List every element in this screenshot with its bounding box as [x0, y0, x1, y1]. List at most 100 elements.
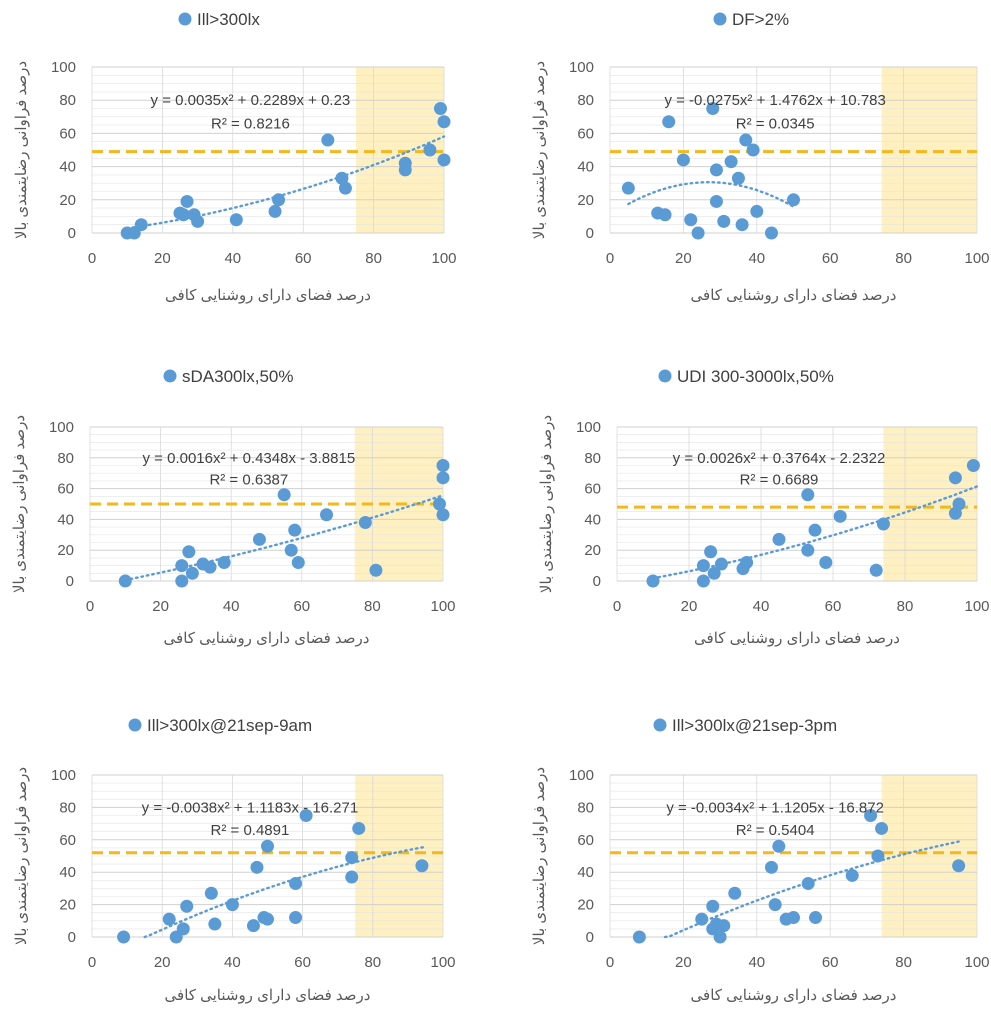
x-tick-label: 80	[365, 250, 382, 267]
x-tick-label: 60	[293, 598, 310, 615]
y-tick-label: 0	[586, 929, 594, 946]
data-point	[185, 566, 199, 580]
data-point	[225, 898, 239, 912]
data-point	[177, 208, 191, 222]
data-point	[284, 543, 298, 557]
data-point	[335, 171, 349, 185]
data-point	[134, 218, 148, 232]
data-point	[787, 193, 800, 207]
y-tick-label: 100	[51, 767, 76, 784]
legend-marker	[713, 12, 727, 26]
y-tick-label: 100	[569, 767, 594, 784]
trend-equation: y = 0.0035x² + 0.2289x + 0.23	[151, 92, 351, 109]
y-tick-label: 40	[59, 159, 76, 176]
y-tick-label: 60	[57, 481, 74, 498]
data-point	[731, 171, 745, 185]
data-point	[948, 471, 962, 485]
chart-panel-3: 0 20 40 60 80 100 0 20 40 60 80 100 y = 0.0016x² + 0…	[11, 367, 456, 647]
trend-equation: y = -0.0275x² + 1.4762x + 10.783	[664, 92, 885, 109]
data-point	[415, 859, 429, 873]
x-tick-label: 40	[748, 954, 765, 971]
y-tick-label: 40	[577, 159, 594, 176]
data-point	[291, 556, 305, 570]
data-point	[289, 877, 303, 891]
data-point	[772, 532, 786, 546]
data-point	[632, 930, 646, 944]
x-tick-label: 20	[675, 250, 692, 267]
data-point	[180, 899, 194, 913]
data-point	[117, 930, 131, 944]
x-tick-label: 20	[675, 954, 692, 971]
y-tick-label: 20	[584, 542, 601, 559]
data-point	[676, 153, 690, 167]
data-point	[261, 912, 274, 926]
data-point	[809, 911, 823, 925]
data-point	[182, 545, 196, 559]
x-tick-label: 80	[895, 954, 912, 971]
data-point	[204, 886, 218, 900]
chart-panel-1: 0 20 40 60 80 100 0 20 40 60 80 100 y = 0.0035x² + 0…	[13, 10, 457, 304]
legend-marker	[163, 369, 177, 383]
x-tick-label: 0	[606, 250, 614, 267]
data-point	[646, 574, 660, 588]
data-point	[808, 523, 822, 537]
data-point	[709, 163, 723, 177]
data-point	[246, 919, 260, 933]
y-tick-label: 40	[59, 864, 76, 881]
data-point	[176, 922, 190, 936]
r-squared-label: R² = 0.4891	[211, 822, 290, 839]
data-point	[162, 912, 176, 926]
data-point	[819, 556, 833, 570]
y-tick-label: 100	[51, 59, 76, 76]
y-axis-label: درصد فراوانی رضایتمندی بالا	[538, 415, 555, 593]
x-tick-label: 60	[294, 954, 311, 971]
y-axis-label: درصد فراوانی رضایتمندی بالا	[13, 61, 30, 239]
y-tick-label: 60	[59, 125, 76, 142]
data-point	[436, 508, 450, 522]
y-tick-label: 80	[57, 450, 74, 467]
data-point	[203, 560, 217, 574]
data-point	[696, 559, 710, 573]
trendline	[627, 181, 795, 208]
data-point	[717, 919, 731, 933]
data-point	[252, 532, 266, 546]
data-point	[750, 204, 764, 218]
data-point	[289, 911, 303, 925]
data-point	[864, 809, 878, 822]
data-point	[764, 860, 778, 874]
chart-title: Ill>300lx@21sep-3pm	[672, 716, 837, 735]
legend-marker	[658, 369, 672, 383]
y-tick-label: 100	[49, 419, 74, 436]
chart-panel-2: 0 20 40 60 80 100 0 20 40 60 80 100 y = -0.0275x² + …	[531, 10, 990, 304]
data-point	[338, 181, 352, 195]
x-tick-label: 40	[224, 954, 241, 971]
data-point	[175, 574, 189, 588]
data-point	[695, 912, 709, 926]
y-tick-label: 80	[577, 92, 594, 109]
data-point	[728, 886, 742, 900]
data-point	[875, 821, 889, 835]
x-tick-label: 60	[822, 954, 839, 971]
y-tick-label: 60	[59, 832, 76, 849]
data-point	[288, 523, 302, 537]
r-squared-label: R² = 0.5404	[736, 822, 815, 839]
data-point	[321, 133, 335, 147]
trendline	[663, 840, 960, 939]
data-point	[299, 809, 313, 822]
data-point	[369, 563, 383, 577]
data-point	[662, 115, 676, 129]
x-tick-label: 0	[88, 250, 96, 267]
r-squared-label: R² = 0.0345	[736, 115, 815, 132]
y-tick-label: 40	[577, 864, 594, 881]
r-squared-label: R² = 0.6689	[740, 471, 819, 488]
data-point	[691, 226, 705, 240]
data-point	[345, 870, 359, 884]
data-point	[952, 497, 966, 511]
data-point	[801, 543, 815, 557]
x-tick-label: 40	[223, 598, 240, 615]
y-axis-label: درصد فراوانی رضایتمندی بالا	[531, 767, 548, 945]
y-tick-label: 0	[586, 225, 594, 242]
y-tick-label: 80	[584, 450, 601, 467]
y-tick-label: 40	[584, 511, 601, 528]
